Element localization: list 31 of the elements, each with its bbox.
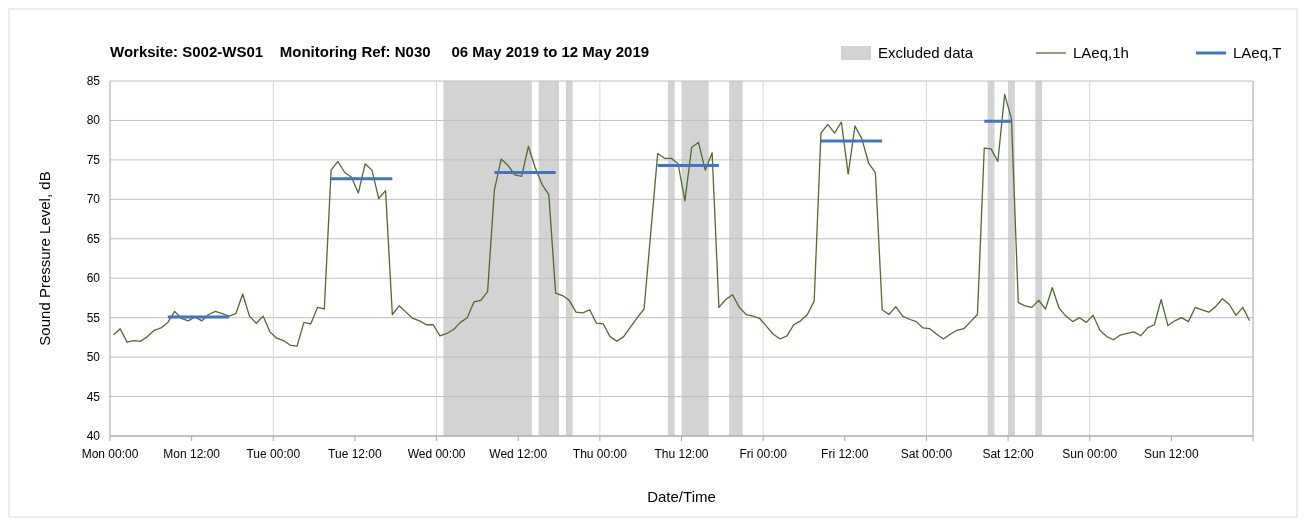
x-tick-label: Sat 12:00 <box>982 447 1035 461</box>
x-tick-label: Sun 00:00 <box>1062 447 1118 461</box>
y-tick-label: 70 <box>86 192 101 207</box>
x-tick-label: Fri 12:00 <box>821 447 869 461</box>
x-tick-label: Mon 12:00 <box>163 447 221 461</box>
x-tick-label: Fri 00:00 <box>739 447 788 461</box>
y-tick-label: 75 <box>86 152 101 167</box>
y-axis-title: Sound Pressure Level, dB <box>36 171 53 346</box>
x-tick-label: Thu 00:00 <box>572 447 628 461</box>
y-tick-label: 65 <box>86 231 101 246</box>
y-tick-label: 50 <box>86 350 101 365</box>
y-tick-label: 60 <box>86 271 101 286</box>
line-series <box>112 93 1251 347</box>
y-tick-label: 55 <box>86 310 101 325</box>
y-tick-label: 40 <box>86 429 101 443</box>
chart-title: Worksite: S002-WS01 Monitoring Ref: N030 06 May 2019 to 12 May 2019 <box>110 43 650 60</box>
x-tick-label: Mon 00:00 <box>81 447 139 461</box>
legend-label: LAeq,1h <box>1073 44 1129 61</box>
x-tick-label: Thu 12:00 <box>654 447 709 461</box>
x-tick-label: Sun 12:00 <box>1144 447 1200 461</box>
x-tick-label: Tue 00:00 <box>246 447 301 461</box>
x-tick-label: Wed 00:00 <box>407 447 466 461</box>
y-tick-label: 85 <box>86 74 101 88</box>
x-tick-label: Tue 12:00 <box>328 447 383 461</box>
x-axis-title: Date/Time <box>647 488 716 505</box>
legend-label: LAeq,T <box>1233 44 1282 61</box>
x-tick-label: Wed 12:00 <box>489 447 548 461</box>
y-tick-label: 80 <box>86 113 101 128</box>
y-tick-label: 45 <box>86 389 101 404</box>
legend-label: Excluded data <box>878 44 974 61</box>
x-tick-label: Sat 00:00 <box>900 447 953 461</box>
